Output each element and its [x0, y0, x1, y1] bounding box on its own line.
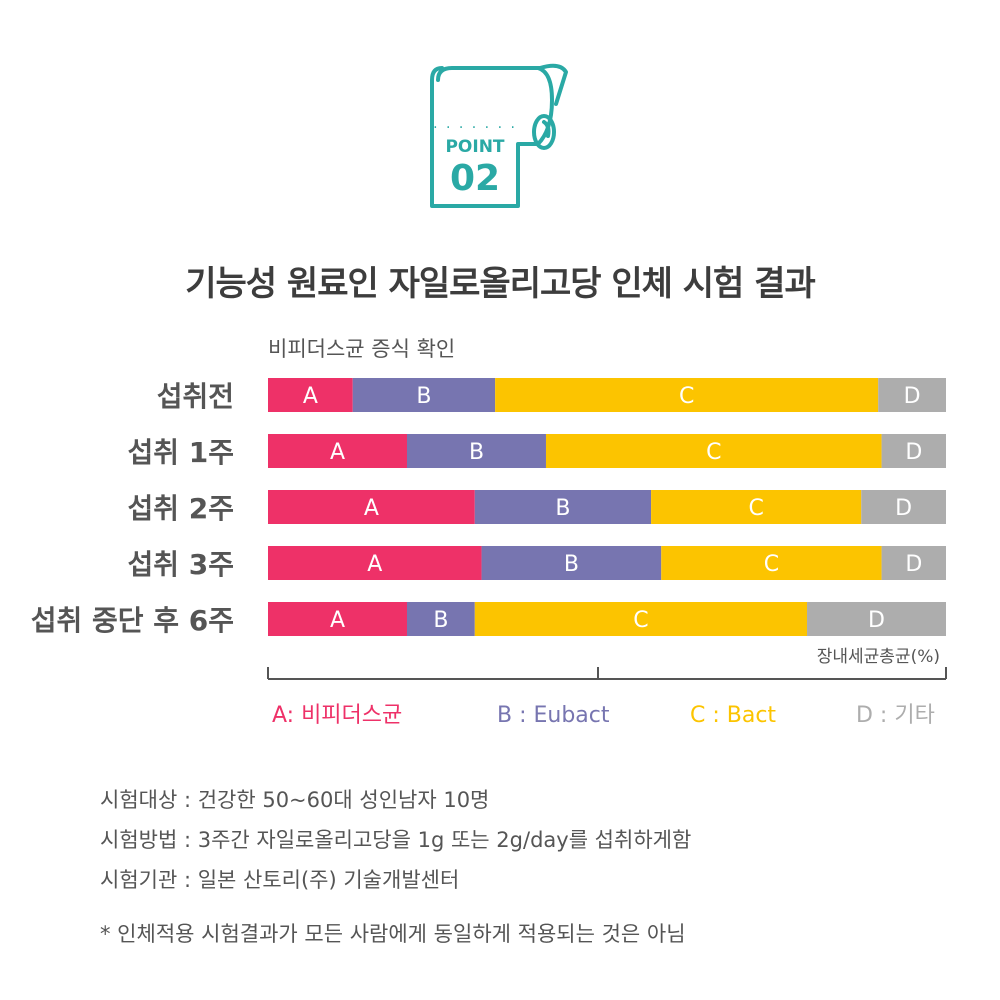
bar-segment-a — [268, 490, 475, 524]
bar-segment-a — [268, 434, 407, 468]
bar-segment-c — [495, 378, 879, 412]
footnote: * 인체적용 시험결과가 모든 사람에게 동일하게 적용되는 것은 아님 — [100, 922, 686, 946]
bar-segment-c — [661, 546, 882, 580]
logo-dots: · · · · · · · — [433, 120, 517, 136]
note-institution: 시험기관 : 일본 산토리(주) 기술개발센터 — [100, 868, 460, 892]
bar-segment-d — [807, 602, 946, 636]
bar-segment-b — [406, 434, 546, 468]
legend-item-3: C : Bact — [690, 703, 776, 728]
bar-segment-b — [474, 490, 652, 524]
bar-segment-label: B — [433, 608, 448, 633]
bar-segment-a — [268, 378, 353, 412]
category-label: 섭취 1주 — [127, 436, 234, 469]
legend-item-4: D : 기타 — [856, 703, 935, 728]
bar-segment-label: D — [868, 608, 885, 633]
note-method: 시험방법 : 3주간 자일로올리고당을 1g 또는 2g/day를 섭취하게함 — [100, 828, 692, 852]
page-title: 기능성 원료인 자일로올리고당 인체 시험 결과 — [185, 264, 816, 304]
bar-segment-label: C — [764, 552, 779, 577]
bar-segment-b — [481, 546, 662, 580]
category-label: 섭취전 — [157, 380, 234, 413]
bar-segment-d — [881, 546, 946, 580]
bar-segment-label: D — [905, 552, 922, 577]
bar-segment-label: A — [330, 440, 345, 465]
bar-segment-c — [474, 602, 808, 636]
bar-segment-label: A — [367, 552, 382, 577]
logo-number: 02 — [450, 158, 500, 199]
bar-segment-a — [268, 546, 482, 580]
category-label: 섭취 2주 — [127, 492, 234, 525]
chart-subtitle: 비피더스균 증식 확인 — [268, 337, 455, 361]
point-02-icon: · · · · · · · POINT 02 — [430, 63, 568, 208]
bar-segment-label: B — [564, 552, 579, 577]
bar-segment-d — [881, 434, 946, 468]
bar-segment-label: A — [303, 384, 318, 409]
bar-segment-label: C — [706, 440, 721, 465]
bar-segment-label: A — [364, 496, 379, 521]
bar-segment-b — [406, 602, 475, 636]
bar-segment-label: B — [555, 496, 570, 521]
bar-segment-label: D — [895, 496, 912, 521]
bar-segment-label: C — [633, 608, 648, 633]
bar-segment-label: D — [905, 440, 922, 465]
bar-segment-c — [651, 490, 862, 524]
bar-segment-c — [545, 434, 882, 468]
bar-segment-label: A — [330, 608, 345, 633]
bar-segment-d — [878, 378, 946, 412]
bar-segment-label: D — [904, 384, 921, 409]
category-label: 섭취 3주 — [127, 548, 234, 581]
note-subject: 시험대상 : 건강한 50~60대 성인남자 10명 — [100, 788, 490, 812]
bar-segment-label: C — [679, 384, 694, 409]
bar-segment-a — [268, 602, 407, 636]
legend-item-1: A: 비피더스균 — [272, 703, 402, 728]
bar-segment-b — [352, 378, 496, 412]
bar-segment-label: B — [416, 384, 431, 409]
legend-item-2: B : Eubact — [497, 703, 610, 728]
x-axis — [267, 667, 947, 680]
bar-segment-d — [861, 490, 946, 524]
bar-segment-label: C — [748, 496, 763, 521]
category-label: 섭취 중단 후 6주 — [31, 604, 234, 637]
test-notes: 시험대상 : 건강한 50~60대 성인남자 10명 시험방법 : 3주간 자일… — [100, 780, 691, 900]
logo-word: POINT — [445, 137, 504, 157]
bar-segment-label: B — [469, 440, 484, 465]
axis-unit-label: 장내세균총균(%) — [817, 647, 940, 667]
